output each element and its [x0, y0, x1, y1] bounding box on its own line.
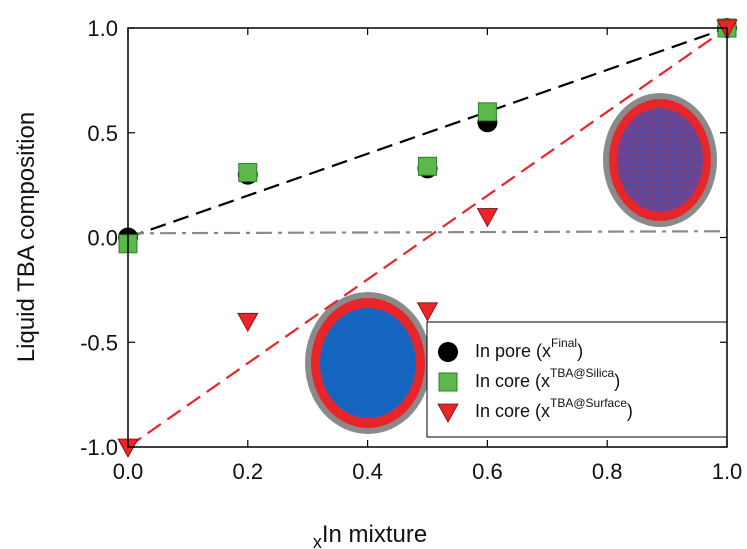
- legend-marker: [437, 403, 459, 423]
- marker-triangle: [416, 302, 439, 322]
- x-axis-label: xIn mixture: [313, 521, 427, 549]
- y-tick-label: -1.0: [80, 435, 118, 460]
- x-tick-label: 0.8: [592, 459, 623, 484]
- legend-label-text: In core (x: [475, 401, 550, 421]
- x-axis-label-main: In mixture: [322, 521, 427, 548]
- x-axis-label-sub: x: [313, 532, 322, 549]
- y-axis-label: Liquid TBA composition: [13, 112, 40, 362]
- legend-marker: [438, 342, 458, 362]
- y-tick-label: 1.0: [87, 16, 118, 41]
- fit-line: [127, 230, 728, 235]
- y-tick-label: -0.5: [80, 330, 118, 355]
- pore-illustration-core: [305, 292, 431, 434]
- x-tick-label: 0.6: [472, 459, 503, 484]
- y-tick-label: 0.0: [87, 226, 118, 251]
- legend-label: In core (xTBA@Surface): [475, 396, 633, 421]
- legend-label-text: ): [627, 401, 633, 421]
- legend-label-sup: TBA@Surface: [550, 396, 627, 410]
- marker-square: [418, 156, 437, 176]
- legend-marker: [438, 372, 458, 392]
- pore-illustration-filled: [603, 93, 717, 227]
- legend-label: In core (xTBA@Silica): [475, 366, 620, 391]
- x-tick-label: 0.0: [113, 459, 144, 484]
- marker-triangle: [237, 312, 259, 333]
- x-tick-label: 1.0: [712, 459, 743, 484]
- legend-label: In pore (xFinal): [475, 336, 583, 361]
- marker-square: [238, 163, 258, 183]
- plot-frame: [127, 27, 728, 448]
- marker-triangle: [476, 208, 499, 228]
- marker-square: [477, 102, 497, 122]
- x-tick-label: 0.4: [352, 459, 383, 484]
- fit-line: [127, 26, 728, 239]
- legend-label-text: In pore (x: [475, 341, 551, 361]
- legend-label-sup: Final: [551, 336, 577, 350]
- legend-label-text: In core (x: [475, 371, 550, 391]
- legend-label-text: ): [577, 341, 583, 361]
- legend-label-sup: TBA@Silica: [550, 366, 615, 380]
- legend-label-text: ): [614, 371, 620, 391]
- y-tick-label: 0.5: [87, 121, 118, 146]
- x-tick-label: 0.2: [233, 459, 264, 484]
- fit-line: [127, 27, 728, 448]
